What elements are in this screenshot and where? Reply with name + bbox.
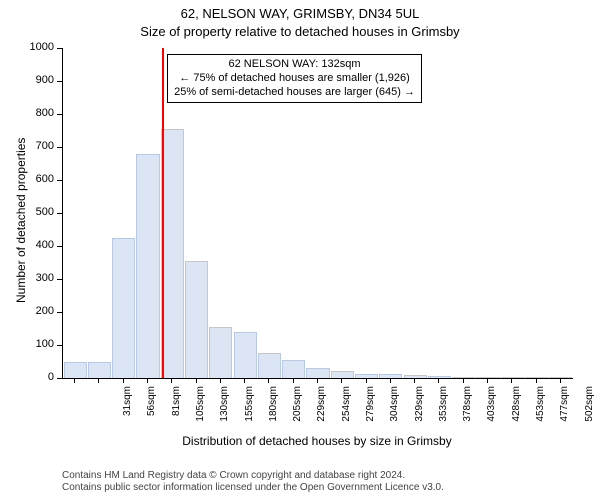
histogram-bar bbox=[258, 353, 281, 378]
x-tick bbox=[536, 378, 537, 383]
x-tick-label: 229sqm bbox=[316, 386, 327, 436]
x-tick bbox=[511, 378, 512, 383]
histogram-bar bbox=[64, 362, 87, 379]
marker-line bbox=[162, 48, 164, 378]
y-tick-label: 200 bbox=[0, 305, 54, 317]
histogram-bar bbox=[112, 238, 135, 378]
x-tick-label: 31sqm bbox=[122, 386, 133, 436]
x-tick-label: 329sqm bbox=[414, 386, 425, 436]
y-tick bbox=[57, 180, 62, 181]
x-tick-label: 56sqm bbox=[146, 386, 157, 436]
y-tick bbox=[57, 48, 62, 49]
y-tick bbox=[57, 246, 62, 247]
y-tick bbox=[57, 279, 62, 280]
x-tick-label: 155sqm bbox=[244, 386, 255, 436]
disclaimer-line-2: Contains public sector information licen… bbox=[62, 482, 444, 494]
x-tick-label: 428sqm bbox=[511, 386, 522, 436]
y-tick-label: 0 bbox=[0, 371, 54, 383]
y-tick bbox=[57, 81, 62, 82]
annotation-box: 62 NELSON WAY: 132sqm← 75% of detached h… bbox=[167, 54, 422, 103]
histogram-bar bbox=[185, 261, 208, 378]
histogram-bar bbox=[306, 368, 329, 378]
x-tick bbox=[244, 378, 245, 383]
x-tick-label: 180sqm bbox=[268, 386, 279, 436]
y-tick-label: 700 bbox=[0, 140, 54, 152]
histogram-bar bbox=[525, 377, 548, 378]
page-root: 62, NELSON WAY, GRIMSBY, DN34 5UL Size o… bbox=[0, 0, 600, 500]
y-tick bbox=[57, 213, 62, 214]
x-tick bbox=[317, 378, 318, 383]
y-tick bbox=[57, 345, 62, 346]
y-tick-label: 600 bbox=[0, 173, 54, 185]
y-tick-label: 900 bbox=[0, 74, 54, 86]
x-tick-label: 205sqm bbox=[292, 386, 303, 436]
y-tick-label: 100 bbox=[0, 338, 54, 350]
histogram-bar bbox=[88, 362, 111, 379]
x-tick bbox=[438, 378, 439, 383]
x-tick-label: 130sqm bbox=[219, 386, 230, 436]
x-tick-label: 304sqm bbox=[389, 386, 400, 436]
x-tick bbox=[147, 378, 148, 383]
histogram-bar bbox=[355, 374, 378, 378]
histogram-bar bbox=[428, 376, 451, 378]
annotation-line: ← 75% of detached houses are smaller (1,… bbox=[174, 72, 415, 86]
x-tick bbox=[366, 378, 367, 383]
annotation-line: 62 NELSON WAY: 132sqm bbox=[174, 58, 415, 72]
x-tick bbox=[98, 378, 99, 383]
y-tick-label: 500 bbox=[0, 206, 54, 218]
histogram-bar bbox=[379, 374, 402, 378]
x-tick bbox=[220, 378, 221, 383]
x-tick bbox=[390, 378, 391, 383]
x-tick bbox=[560, 378, 561, 383]
x-tick-label: 254sqm bbox=[341, 386, 352, 436]
y-tick bbox=[57, 147, 62, 148]
x-tick bbox=[123, 378, 124, 383]
x-tick bbox=[171, 378, 172, 383]
x-tick-label: 353sqm bbox=[438, 386, 449, 436]
histogram-bar bbox=[282, 360, 305, 378]
x-tick bbox=[414, 378, 415, 383]
histogram-bar bbox=[549, 377, 572, 378]
y-tick-label: 1000 bbox=[0, 41, 54, 53]
page-title: 62, NELSON WAY, GRIMSBY, DN34 5UL bbox=[0, 6, 600, 21]
x-tick bbox=[463, 378, 464, 383]
x-tick bbox=[293, 378, 294, 383]
x-tick bbox=[268, 378, 269, 383]
annotation-line: 25% of semi-detached houses are larger (… bbox=[174, 86, 415, 100]
histogram-bar bbox=[331, 371, 354, 378]
histogram-bar bbox=[452, 377, 475, 378]
y-tick-label: 300 bbox=[0, 272, 54, 284]
x-tick-label: 502sqm bbox=[584, 386, 595, 436]
x-axis-label: Distribution of detached houses by size … bbox=[62, 434, 572, 448]
y-tick-label: 800 bbox=[0, 107, 54, 119]
disclaimer-line-1: Contains HM Land Registry data © Crown c… bbox=[62, 470, 444, 482]
x-tick bbox=[487, 378, 488, 383]
x-tick-label: 403sqm bbox=[486, 386, 497, 436]
x-tick bbox=[341, 378, 342, 383]
x-tick-label: 453sqm bbox=[535, 386, 546, 436]
y-tick bbox=[57, 114, 62, 115]
x-tick-label: 81sqm bbox=[171, 386, 182, 436]
x-tick-label: 105sqm bbox=[195, 386, 206, 436]
histogram-bar bbox=[209, 327, 232, 378]
disclaimer-text: Contains HM Land Registry data © Crown c… bbox=[62, 470, 444, 494]
x-tick bbox=[74, 378, 75, 383]
page-subtitle: Size of property relative to detached ho… bbox=[0, 24, 600, 39]
histogram-bar bbox=[136, 154, 159, 378]
x-tick-label: 279sqm bbox=[365, 386, 376, 436]
x-tick-label: 477sqm bbox=[559, 386, 570, 436]
y-tick-label: 400 bbox=[0, 239, 54, 251]
y-tick bbox=[57, 378, 62, 379]
x-tick bbox=[196, 378, 197, 383]
y-tick bbox=[57, 312, 62, 313]
x-tick-label: 378sqm bbox=[462, 386, 473, 436]
histogram-bar bbox=[234, 332, 257, 378]
histogram-bar bbox=[501, 377, 524, 378]
histogram-bar bbox=[161, 129, 184, 378]
